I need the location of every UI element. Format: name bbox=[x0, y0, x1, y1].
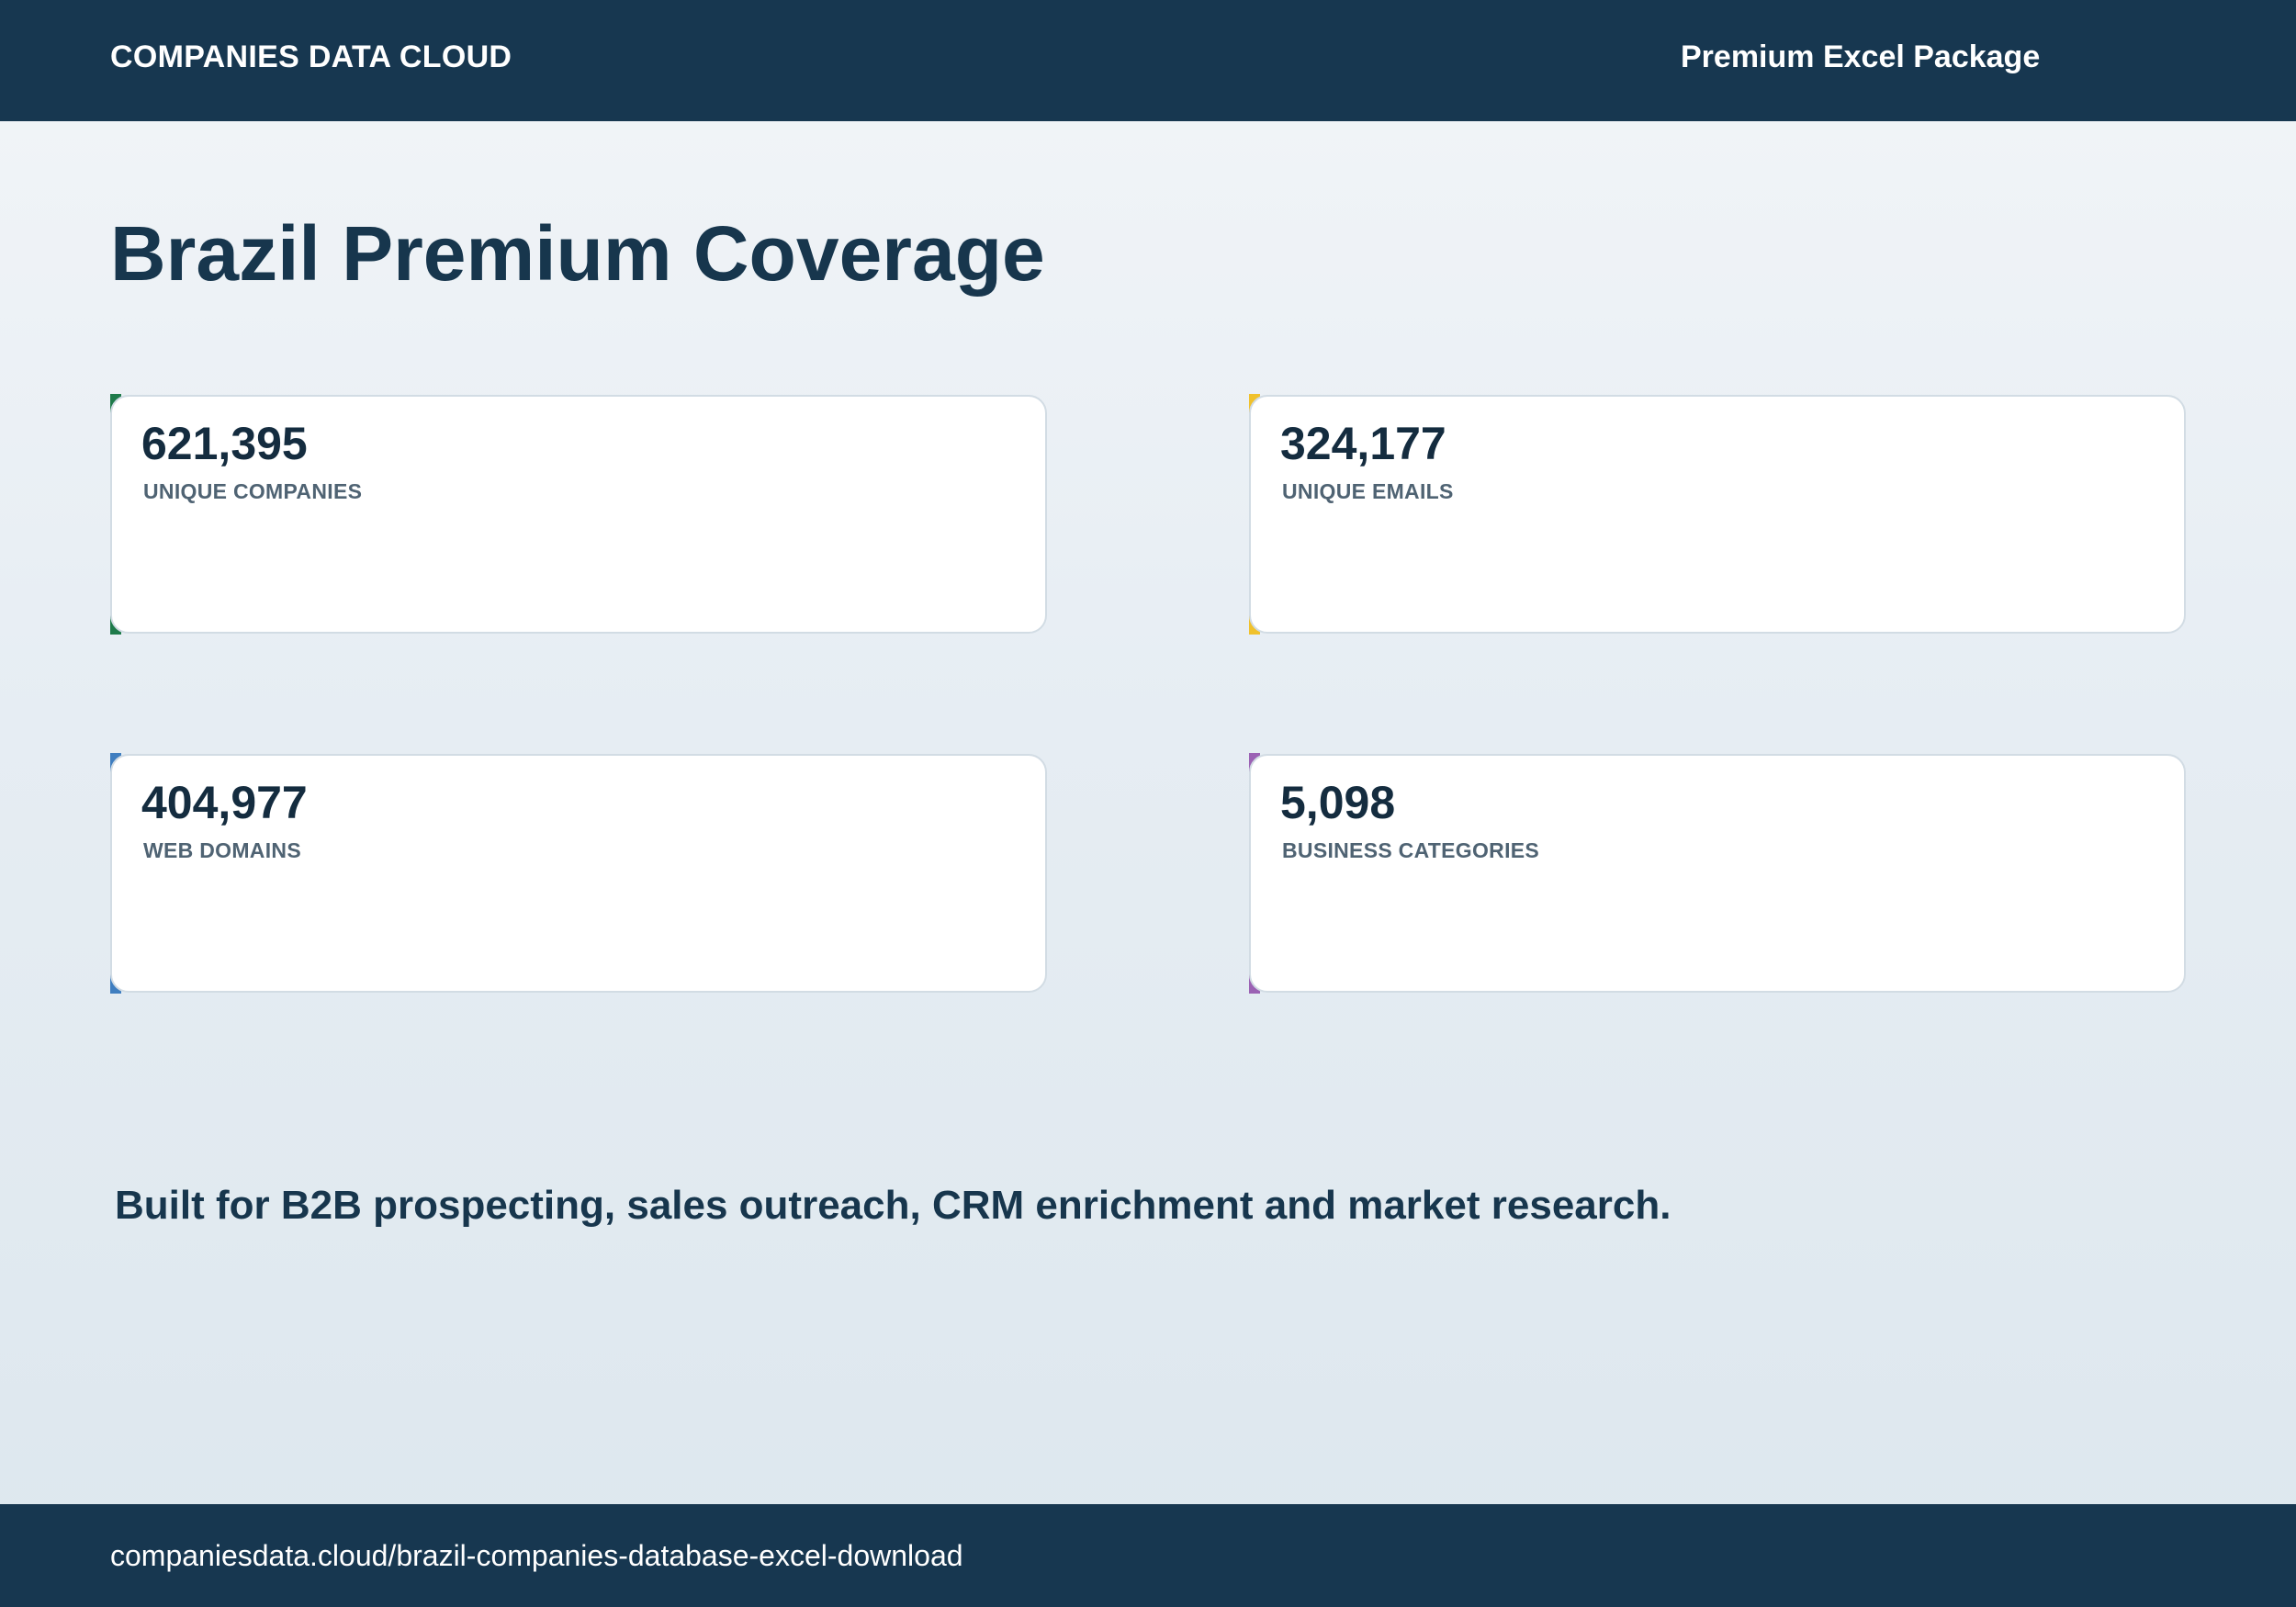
footer-url-link[interactable]: companiesdata.cloud/brazil-companies-dat… bbox=[110, 1539, 963, 1572]
package-label: Premium Excel Package bbox=[1681, 39, 2041, 74]
header-bar: COMPANIES DATA CLOUD Premium Excel Packa… bbox=[0, 0, 2296, 121]
stat-card-companies: 621,395 UNIQUE COMPANIES bbox=[110, 395, 1047, 634]
stat-label: UNIQUE EMAILS bbox=[1282, 479, 1454, 503]
stat-label: BUSINESS CATEGORIES bbox=[1282, 838, 1540, 862]
stat-value: 5,098 bbox=[1280, 777, 1396, 828]
page-title: Brazil Premium Coverage bbox=[110, 210, 1045, 297]
tagline: Built for B2B prospecting, sales outreac… bbox=[115, 1183, 1671, 1228]
footer-bar: companiesdata.cloud/brazil-companies-dat… bbox=[0, 1504, 2296, 1607]
stat-value: 404,977 bbox=[141, 777, 308, 828]
stat-card-categories: 5,098 BUSINESS CATEGORIES bbox=[1249, 754, 2186, 993]
stat-label: WEB DOMAINS bbox=[143, 838, 301, 862]
stat-card-domains: 404,977 WEB DOMAINS bbox=[110, 754, 1047, 993]
stat-label: UNIQUE COMPANIES bbox=[143, 479, 363, 503]
stat-value: 324,177 bbox=[1280, 418, 1446, 469]
stat-value: 621,395 bbox=[141, 418, 308, 469]
brand-name: COMPANIES DATA CLOUD bbox=[110, 39, 512, 74]
stat-card-emails: 324,177 UNIQUE EMAILS bbox=[1249, 395, 2186, 634]
